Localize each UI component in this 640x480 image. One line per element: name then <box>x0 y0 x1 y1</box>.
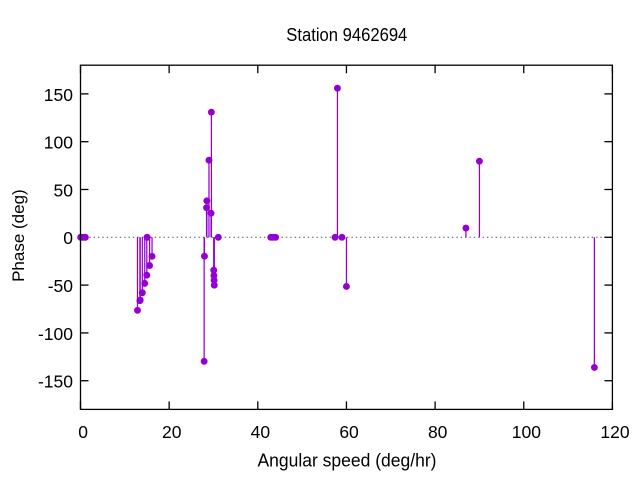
svg-text:40: 40 <box>251 422 271 442</box>
svg-text:-100: -100 <box>38 324 73 344</box>
svg-text:-150: -150 <box>38 372 73 392</box>
svg-text:100: 100 <box>512 422 541 442</box>
svg-text:-50: -50 <box>48 276 74 296</box>
svg-text:Angular speed (deg/hr): Angular speed (deg/hr) <box>258 451 437 471</box>
svg-text:Phase (deg): Phase (deg) <box>9 189 28 282</box>
svg-text:120: 120 <box>600 422 629 442</box>
svg-text:80: 80 <box>428 422 448 442</box>
svg-text:60: 60 <box>339 422 359 442</box>
svg-text:50: 50 <box>54 180 74 200</box>
svg-text:20: 20 <box>162 422 182 442</box>
svg-text:0: 0 <box>78 422 88 442</box>
svg-text:100: 100 <box>44 133 73 153</box>
svg-text:0: 0 <box>63 228 73 248</box>
svg-text:Station 9462694: Station 9462694 <box>286 25 407 45</box>
svg-text:150: 150 <box>44 85 73 105</box>
